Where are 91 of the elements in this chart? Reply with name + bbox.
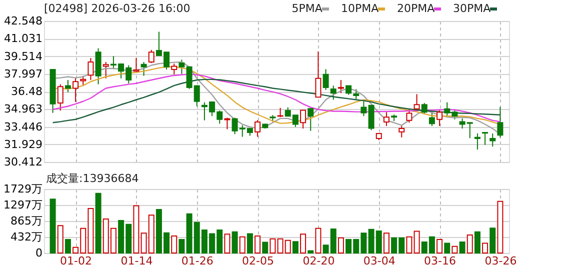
bar xyxy=(133,205,140,254)
bar xyxy=(459,241,466,254)
bar xyxy=(95,192,102,254)
candlestick xyxy=(133,58,140,73)
y-tick-label: 1729万 xyxy=(4,182,42,196)
bar xyxy=(338,237,344,254)
candlestick xyxy=(72,77,79,102)
bar xyxy=(406,236,412,254)
candlestick xyxy=(414,94,420,112)
chart-title: [02498] 2026-03-26 16:00 xyxy=(44,2,190,15)
bar xyxy=(254,235,261,254)
bar xyxy=(383,232,390,254)
candlestick xyxy=(497,106,504,138)
x-tick-label: 01-02 xyxy=(60,254,92,268)
x-tick-label: 02-20 xyxy=(302,254,335,268)
x-tick-label: 03-26 xyxy=(484,254,517,268)
candlestick xyxy=(383,112,390,127)
candlestick xyxy=(102,61,109,79)
bar xyxy=(436,238,443,254)
candlestick xyxy=(490,132,496,148)
candlestick xyxy=(308,108,314,132)
candlestick xyxy=(368,104,374,131)
bar xyxy=(300,234,306,254)
bar xyxy=(466,234,473,254)
bar xyxy=(308,250,314,254)
candlestick xyxy=(482,132,488,146)
legend-label: 10PMA xyxy=(341,2,380,15)
candlestick xyxy=(322,68,329,90)
y-tick-label: 0 xyxy=(36,246,42,260)
candlestick xyxy=(406,109,412,124)
candlestick xyxy=(436,110,443,127)
candlestick xyxy=(57,84,64,112)
bar xyxy=(64,238,71,254)
x-tick-label: 03-16 xyxy=(424,254,456,268)
bar xyxy=(270,238,276,254)
candlestick xyxy=(95,48,102,85)
bar xyxy=(292,241,298,254)
bar xyxy=(171,235,178,254)
bar xyxy=(50,198,56,254)
candlestick xyxy=(140,61,147,76)
y-tick-label: 34.963 xyxy=(4,102,42,116)
candlestick xyxy=(300,110,306,130)
candlestick xyxy=(88,58,94,80)
bar xyxy=(315,228,322,254)
y-tick-label: 37.997 xyxy=(4,67,42,80)
candlestick xyxy=(338,80,344,94)
bar xyxy=(474,231,480,254)
candlestick xyxy=(178,59,185,74)
bar xyxy=(178,238,185,254)
x-tick-label: 03-04 xyxy=(363,254,396,268)
y-tick-label: 42.548 xyxy=(4,14,42,28)
candlestick xyxy=(148,49,154,64)
bar xyxy=(482,242,488,254)
bar xyxy=(57,225,64,254)
bar xyxy=(224,234,230,254)
x-tick-label: 02-05 xyxy=(242,254,274,268)
candlestick xyxy=(421,102,428,116)
bar xyxy=(262,242,268,254)
bar xyxy=(246,233,253,254)
bar xyxy=(239,236,246,254)
legend-label: 5PMA xyxy=(292,2,323,15)
legend-label: 30PMA xyxy=(453,2,492,15)
bar xyxy=(497,200,504,254)
bar xyxy=(444,242,450,254)
candlestick xyxy=(64,80,71,93)
candlestick xyxy=(360,100,367,117)
y-tick-label: 432万 xyxy=(10,230,42,244)
bar xyxy=(452,246,458,254)
text: 成交量:13936684 xyxy=(46,172,139,185)
bar xyxy=(414,230,420,254)
y-tick-label: 33.446 xyxy=(4,120,42,134)
candlestick xyxy=(353,88,360,100)
y-tick-label: 31.929 xyxy=(4,138,42,151)
y-tick-label: 30.412 xyxy=(4,156,42,168)
candlestick xyxy=(171,63,178,75)
y-tick-label: 1297万 xyxy=(4,198,42,212)
candlestick xyxy=(428,112,435,127)
bar xyxy=(490,228,496,254)
y-tick-label: 865万 xyxy=(10,214,42,228)
y-tick-label: 41.031 xyxy=(4,32,42,46)
candlestick xyxy=(254,120,261,138)
x-tick-label: 01-14 xyxy=(120,254,153,268)
y-tick-label: 36.48 xyxy=(11,85,42,98)
x-tick-label: 01-26 xyxy=(181,254,214,268)
bar xyxy=(232,231,238,254)
candlestick xyxy=(474,132,480,150)
candlestick xyxy=(398,126,405,138)
legend-label: 20PMA xyxy=(397,2,436,15)
candlestick xyxy=(346,84,352,96)
candlestick xyxy=(330,85,336,100)
y-tick-label: 39.514 xyxy=(4,50,42,63)
